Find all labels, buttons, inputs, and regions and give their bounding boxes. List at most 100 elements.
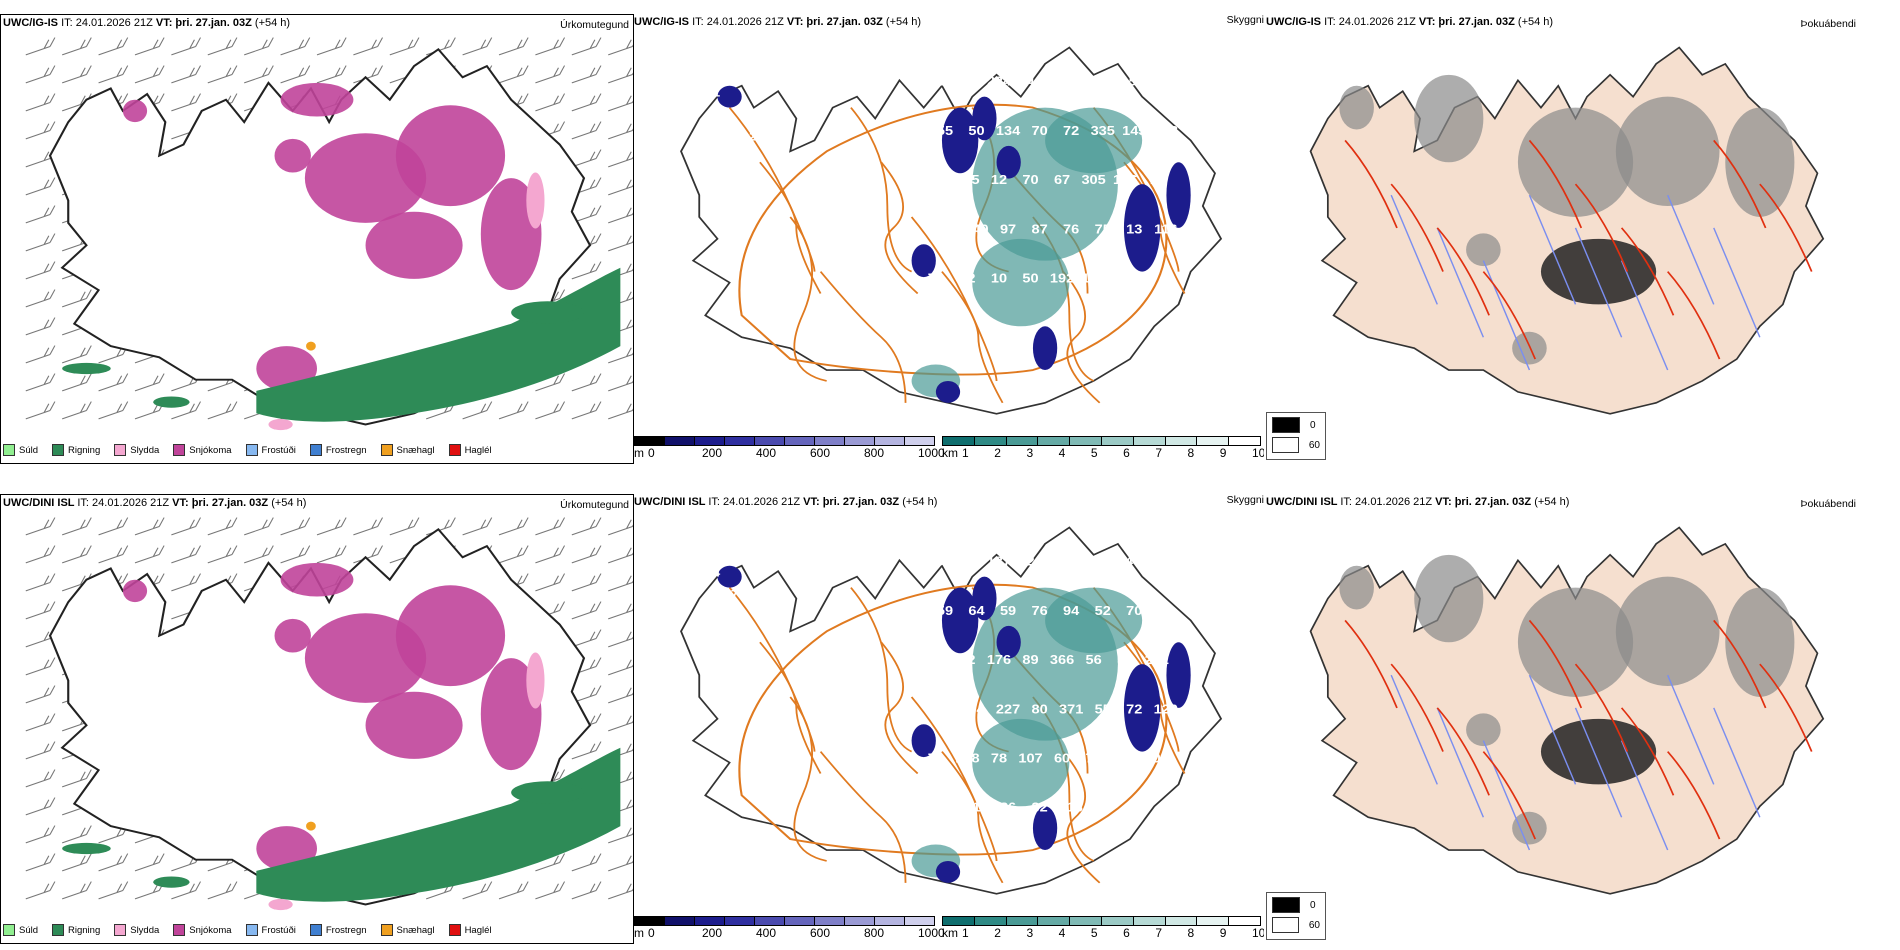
wind-barb — [134, 373, 165, 392]
wind-barb — [244, 545, 274, 564]
lead-time: (+54 h) — [271, 497, 307, 509]
visibility-value-label: 70 — [1032, 123, 1048, 138]
wind-barb — [571, 573, 602, 592]
fog-map — [1309, 526, 1825, 895]
visibility-value-label: 366 — [1050, 652, 1075, 667]
very-low-visibility-area — [1166, 642, 1191, 708]
road-line — [789, 696, 827, 862]
model-name: UWC/IG-IS — [634, 16, 693, 28]
lead-time: (+54 h) — [254, 17, 291, 29]
colorbar-cell — [1132, 436, 1165, 446]
visibility-value-label: 135 — [933, 701, 958, 716]
road-line — [880, 161, 919, 295]
wind-barb — [61, 881, 92, 900]
wind-barb — [61, 517, 92, 536]
legend-item: Snæhagl — [380, 924, 435, 936]
wind-barb — [171, 93, 201, 112]
graupel-spot — [306, 821, 316, 831]
colorbar-cell — [1132, 916, 1165, 926]
colorbar-tick: 6 — [1123, 446, 1130, 460]
river-line — [1436, 227, 1485, 338]
visibility-value-label: 179 — [955, 73, 980, 88]
fog-legend-item: 60 — [1272, 917, 1320, 933]
wind-barb — [535, 853, 566, 872]
legend-item: Haglél — [448, 444, 492, 456]
fog-legend-item: 0 — [1272, 897, 1320, 913]
wind-barb — [608, 151, 633, 168]
visibility-value-label: 86 — [1000, 799, 1016, 814]
wind-barb — [25, 573, 56, 592]
very-low-visibility-area — [935, 380, 961, 403]
visibility-value-label: 224 — [987, 73, 1012, 88]
visibility-value-label: 94 — [1063, 603, 1079, 618]
wind-barb — [608, 687, 633, 704]
fog-legend-item: 0 — [1272, 417, 1320, 433]
wind-barb — [25, 685, 56, 704]
road-line — [1390, 663, 1444, 752]
visibility-value-label: 52 — [1095, 603, 1111, 618]
colorbar-cell — [973, 436, 1006, 446]
wind-barb — [571, 741, 602, 760]
sleet-area — [526, 652, 545, 709]
visibility-value-label: 56 — [1086, 652, 1102, 667]
wind-barb — [462, 517, 493, 536]
visibility-panel: 68 274 187 124 59 125 24 82 59 64 59 76 94 52 70 70 119 2… — [632, 494, 1264, 944]
river-line — [1574, 707, 1623, 818]
wind-barb — [353, 517, 384, 536]
colorbar-tick: 1 — [962, 926, 969, 940]
fog-legend-swatch — [1272, 897, 1300, 913]
wind-barb — [608, 347, 633, 364]
wind-barb — [571, 93, 602, 112]
wind-barb — [498, 545, 529, 564]
colorbar-tick: 1000 — [918, 926, 945, 940]
colorbar-tick: 5 — [1090, 446, 1098, 460]
rain-area — [256, 267, 621, 422]
panel-header: UWC/IG-IS IT: 24.01.2026 21Z VT: þri. 27… — [634, 16, 921, 28]
road-line — [1759, 183, 1813, 272]
visibility-value-label: 54 — [1086, 73, 1102, 88]
legend-label: Snjókoma — [189, 924, 232, 936]
road-line — [759, 161, 822, 294]
legend-label: Haglél — [464, 444, 492, 456]
legend-swatch — [3, 444, 15, 456]
colorbar-tick: 4 — [1058, 926, 1066, 940]
wind-barb — [134, 65, 165, 84]
wind-barb — [608, 235, 633, 252]
visibility-value-label: 10 — [991, 270, 1007, 285]
snow-area — [122, 99, 148, 123]
panel-title: Úrkomutegund — [560, 19, 629, 31]
road-line — [941, 751, 1004, 884]
valid-time: VT: þri. 27.jan. 03Z — [172, 497, 272, 509]
fog-legend-label: 0 — [1310, 899, 1316, 911]
valid-time: VT: þri. 27.jan. 03Z — [155, 17, 255, 29]
init-time: IT: 24.01.2026 21Z — [61, 17, 156, 29]
road-line — [819, 751, 907, 883]
wind-barb — [207, 545, 238, 564]
visibility-value-label: 59 — [1117, 750, 1133, 765]
visibility-value-label: 82 — [1149, 553, 1165, 568]
legend-label: Snæhagl — [396, 924, 435, 936]
very-low-visibility-area — [717, 565, 742, 588]
wind-barb — [353, 37, 384, 56]
wind-barb — [608, 659, 633, 676]
fog-index-area — [1615, 96, 1720, 207]
wind-barb — [462, 401, 493, 420]
colorbar-cell — [1164, 916, 1197, 926]
colorbar-cell — [874, 436, 904, 446]
legend-label: Rigning — [68, 444, 101, 456]
wind-barb — [98, 37, 129, 56]
wind-barb — [316, 65, 347, 84]
visibility-value-label: 59 — [1117, 652, 1133, 667]
wind-barb — [608, 575, 633, 592]
colorbar-tick: 3 — [1026, 926, 1034, 940]
wind-barb — [25, 289, 56, 308]
fog-index-area — [1466, 713, 1501, 747]
wind-barb — [389, 517, 420, 536]
very-low-visibility-area — [717, 85, 742, 108]
wind-barb — [535, 881, 566, 900]
road-line — [1436, 227, 1490, 316]
fog-index-area — [1517, 587, 1634, 697]
graupel-spot — [306, 341, 316, 351]
wind-barb — [61, 373, 92, 392]
colorbar-tick: 10 — [1252, 446, 1264, 460]
